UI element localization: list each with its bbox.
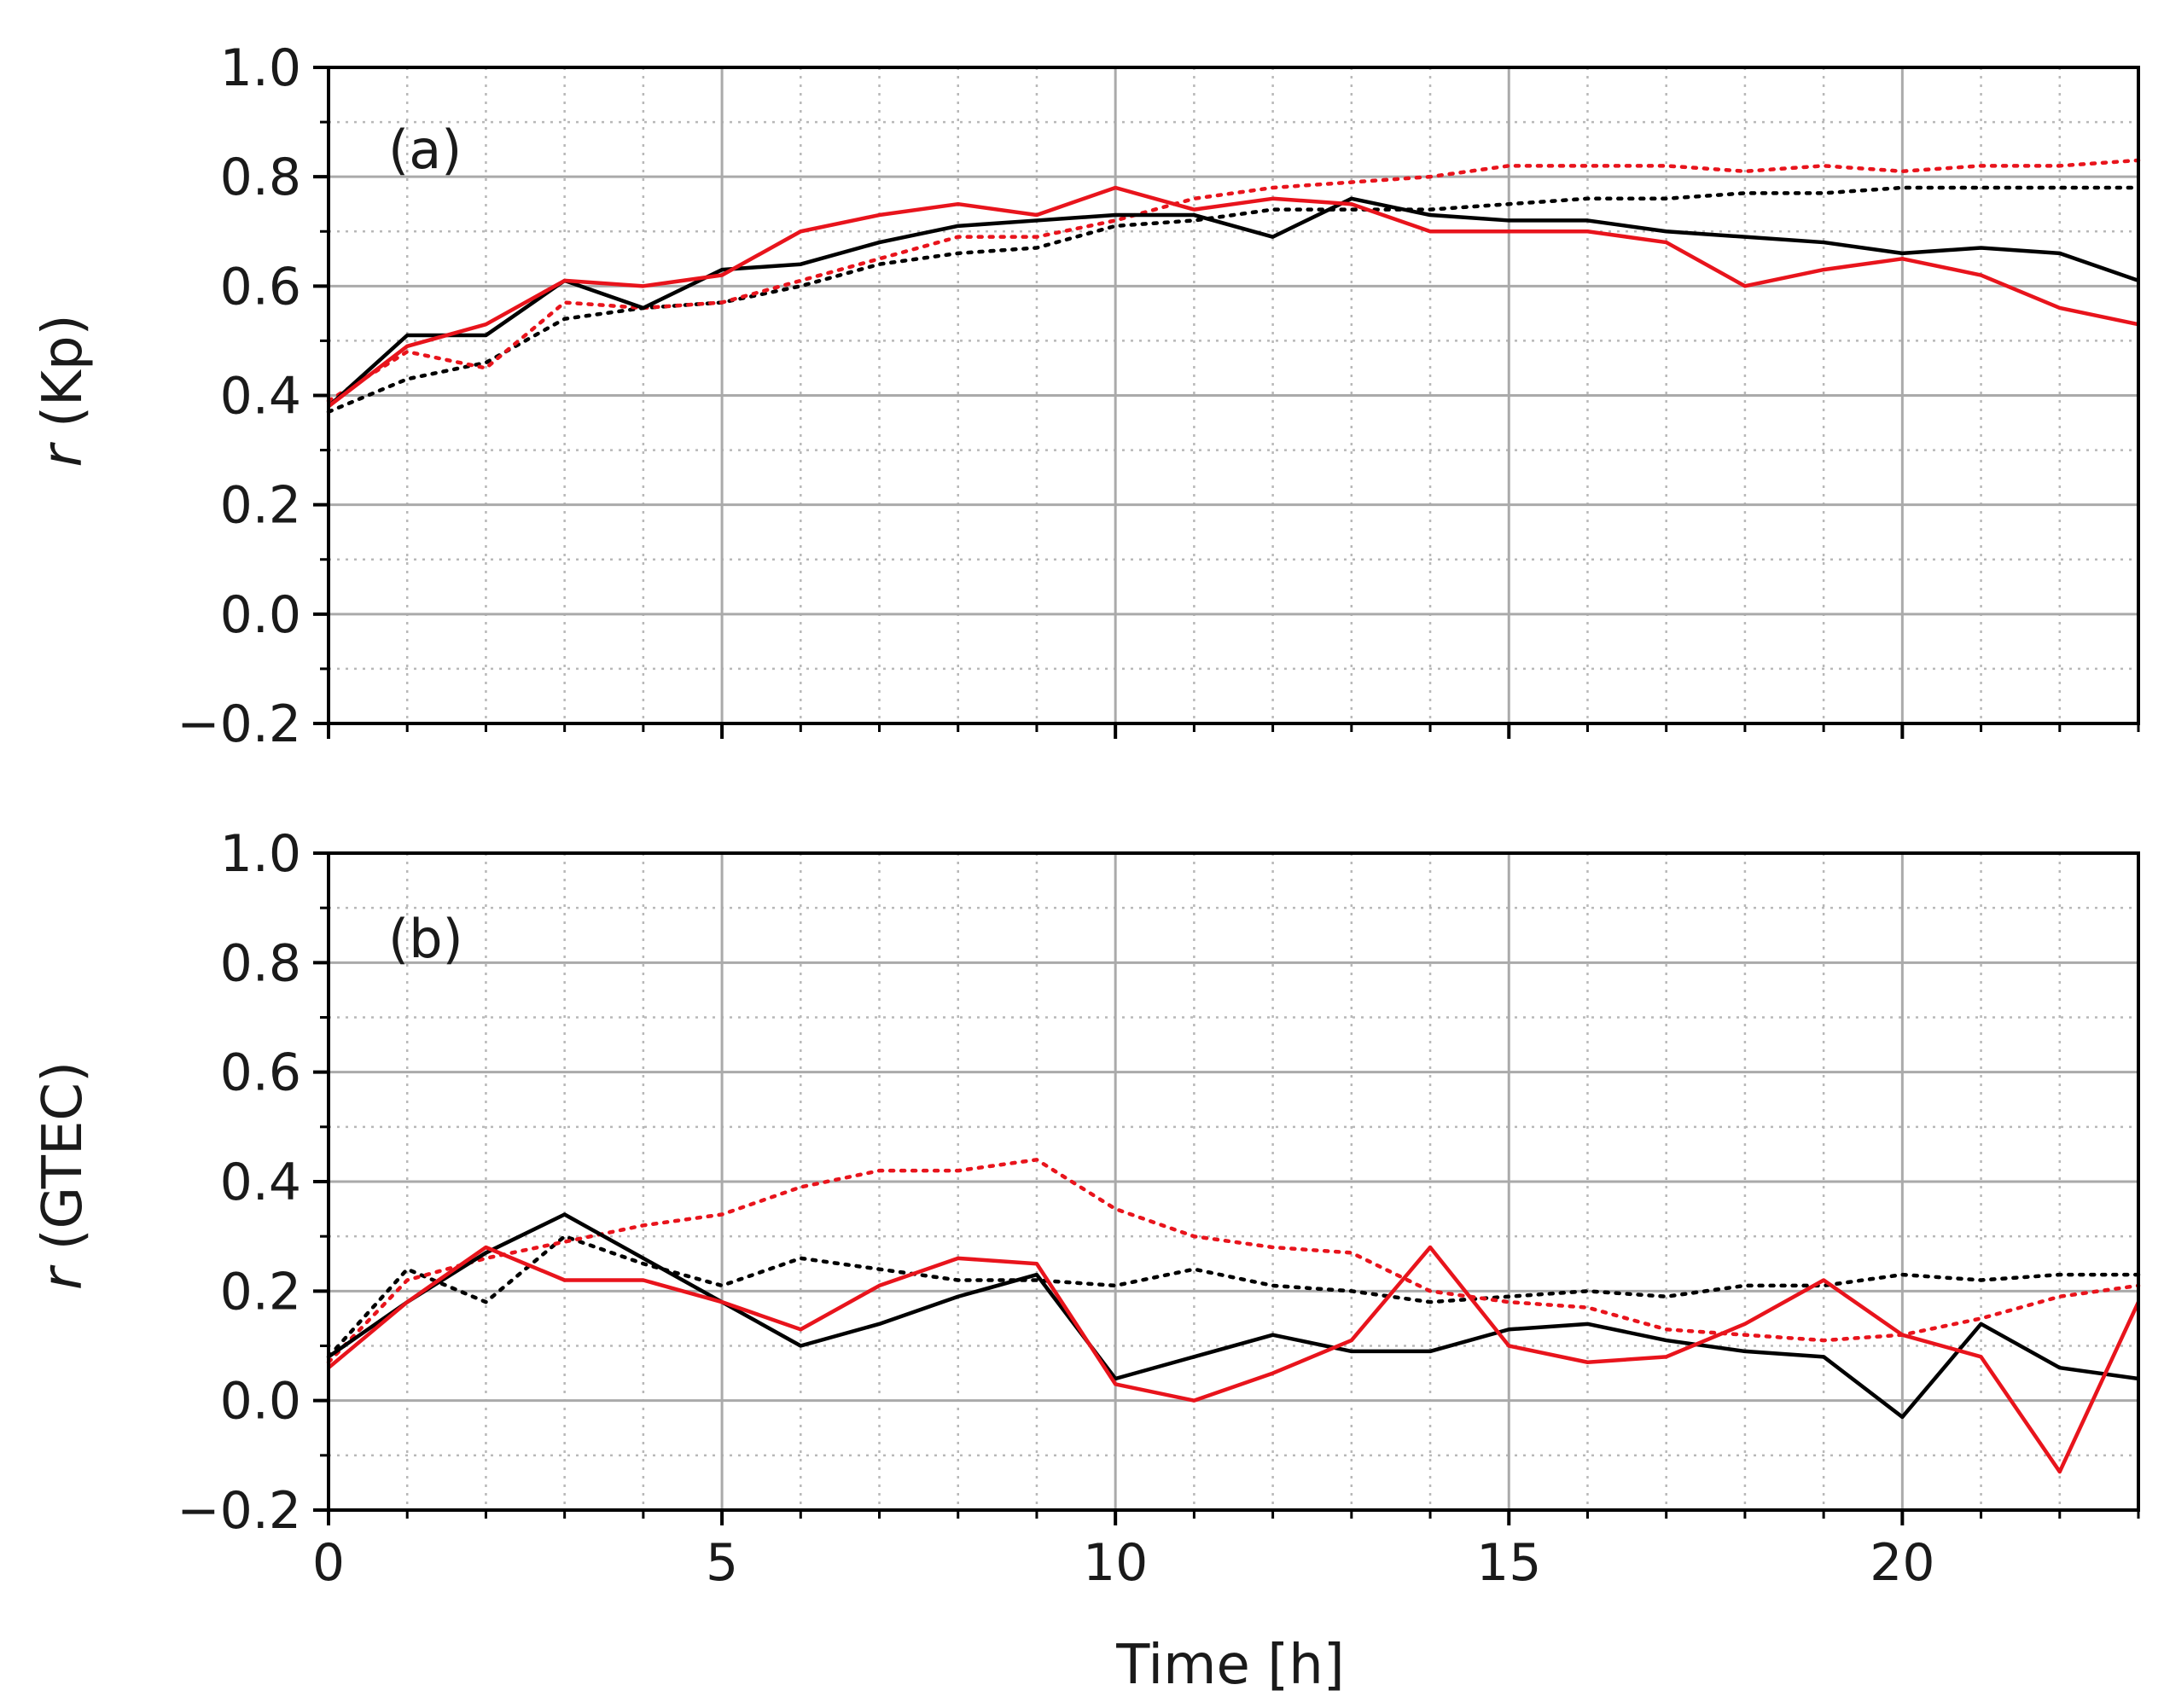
- y-tick-label: 0.6: [220, 257, 301, 317]
- y-tick-label: −0.2: [177, 1481, 301, 1541]
- x-tick-label: 10: [1083, 1533, 1148, 1593]
- x-axis-title: Time [h]: [1115, 1634, 1344, 1697]
- y-tick-label: 0.4: [220, 367, 301, 427]
- x-tick-label: 0: [312, 1533, 345, 1593]
- y-tick-label: 0.0: [220, 585, 301, 645]
- y-tick-label: 0.6: [220, 1043, 301, 1103]
- panel-b-ylabel-var: r: [32, 1264, 95, 1290]
- y-tick-label: 1.0: [220, 824, 301, 884]
- y-tick-label: 1.0: [220, 38, 301, 98]
- y-tick-label: 0.4: [220, 1153, 301, 1212]
- x-tick-label: 5: [706, 1533, 738, 1593]
- y-tick-label: 0.0: [220, 1372, 301, 1432]
- x-tick-label: 20: [1870, 1533, 1934, 1593]
- panel-a-ylabel-var: r: [32, 442, 95, 468]
- y-tick-label: −0.2: [177, 694, 301, 754]
- panel-a: −0.2 0.0 0.2 0.4 0.6 0.8 1.0 (a) r (Kp): [32, 38, 2141, 754]
- series-line-black-dotted: [326, 1234, 2141, 1359]
- y-tick-label: 0.2: [220, 476, 301, 536]
- y-tick-label: 0.8: [220, 933, 301, 993]
- series-line-red-solid: [327, 185, 2139, 409]
- x-tick-label: 15: [1476, 1533, 1541, 1593]
- series-line-black-solid: [327, 1212, 2139, 1420]
- series-line-black-dotted: [326, 185, 2141, 414]
- panel-b-ylabel-rest: (GTEC): [32, 1061, 95, 1268]
- panel-b-ylabel: r (GTEC): [32, 1061, 95, 1290]
- panel-b-grid: [327, 851, 2140, 1512]
- panel-a-label: (a): [388, 119, 462, 181]
- y-tick-label: 0.8: [220, 148, 301, 207]
- panel-b: −0.2 0.0 0.2 0.4 0.6 0.8 1.0 0 5 10 15 20 (b) r (GT…: [32, 824, 2141, 1697]
- series-line-black-solid: [327, 196, 2139, 408]
- series-line-red-solid: [327, 1245, 2141, 1474]
- series-line-red-dotted: [326, 158, 2141, 404]
- panel-a-series: [326, 158, 2141, 414]
- series-line-red-dotted: [326, 1158, 2141, 1364]
- panel-a-grid: [327, 66, 2140, 725]
- panel-a-axes: −0.2 0.0 0.2 0.4 0.6 0.8 1.0: [177, 38, 2140, 754]
- panel-a-ylabel: r (Kp): [32, 314, 95, 467]
- panel-a-ylabel-rest: (Kp): [32, 314, 95, 444]
- y-tick-label: 0.2: [220, 1262, 301, 1322]
- panel-b-axes: −0.2 0.0 0.2 0.4 0.6 0.8 1.0 0 5 10 15 20: [177, 824, 2140, 1593]
- panel-b-series: [326, 1158, 2141, 1474]
- panel-b-label: (b): [388, 908, 463, 970]
